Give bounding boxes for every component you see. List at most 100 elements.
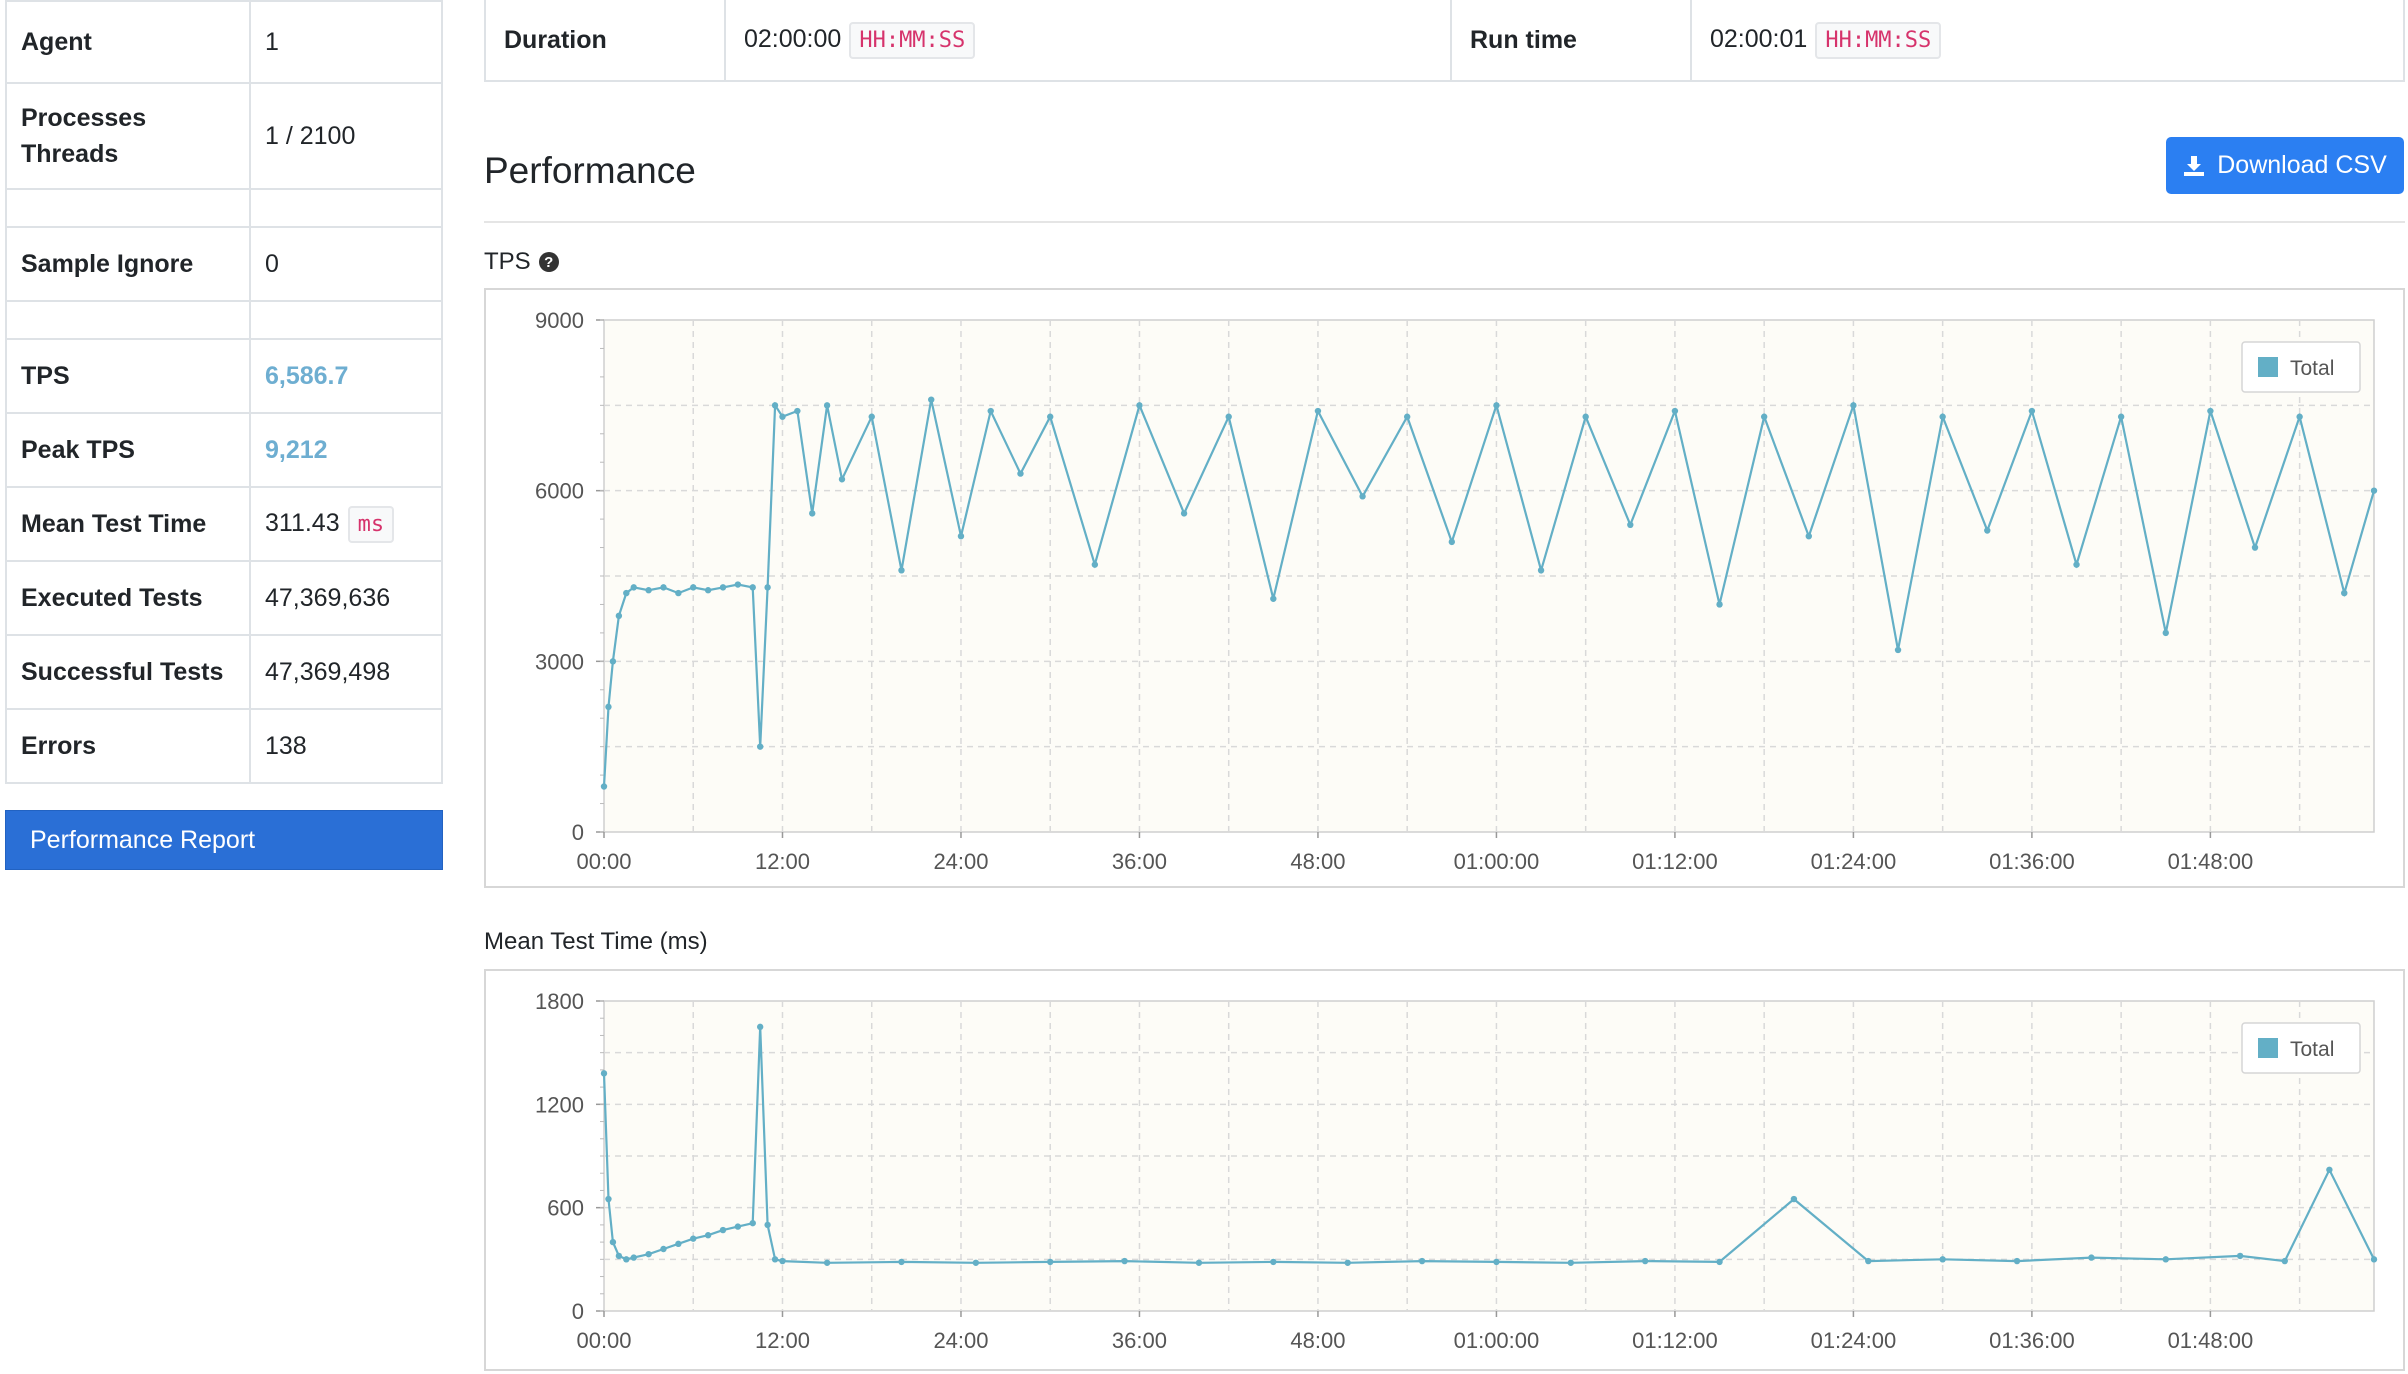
- data-point: [615, 612, 623, 620]
- summary-label: Successful Tests: [5, 634, 251, 710]
- data-point: [609, 658, 617, 665]
- download-csv-button[interactable]: Download CSV: [2166, 137, 2404, 194]
- legend-label: Total: [2290, 1038, 2334, 1061]
- data-point: [2162, 1256, 2169, 1263]
- data-point: [1493, 402, 1500, 409]
- data-point: [2088, 1254, 2095, 1261]
- data-point: [1894, 646, 1902, 654]
- data-point: [645, 1250, 652, 1258]
- x-tick-label: 12:00: [755, 849, 810, 874]
- data-point: [2296, 413, 2303, 420]
- tps-chart-title: TPS: [484, 248, 531, 275]
- x-tick-label: 00:00: [576, 849, 631, 874]
- data-point: [779, 413, 786, 420]
- data-point: [2207, 407, 2214, 415]
- summary-label: Peak TPS: [5, 412, 251, 488]
- data-point: [764, 1221, 771, 1229]
- mean-test-time-chart-title: Mean Test Time (ms): [484, 928, 708, 955]
- data-point: [609, 1238, 617, 1246]
- mean-test-time-chart-heading: Mean Test Time (ms): [484, 928, 708, 956]
- runtime-cell: 02:00:01 HH:MM:SS: [1690, 0, 2405, 82]
- data-point: [1121, 1257, 1128, 1265]
- data-point: [1359, 493, 1366, 500]
- runtime-label: Run time: [1450, 0, 1692, 82]
- data-point: [823, 1259, 831, 1266]
- data-point: [2326, 1166, 2333, 1173]
- data-point: [719, 1226, 727, 1234]
- data-point: [1403, 413, 1411, 420]
- performance-title: Performance: [484, 150, 696, 191]
- divider: [484, 221, 2405, 223]
- summary-value: 0: [249, 226, 443, 302]
- data-point: [898, 1258, 905, 1266]
- download-icon: [2184, 155, 2205, 176]
- runtime-value: 02:00:01: [1710, 24, 1808, 53]
- data-point: [2013, 1257, 2021, 1265]
- summary-value: 311.43 ms: [249, 486, 443, 562]
- y-tick-label: 0: [572, 1299, 584, 1324]
- data-point: [690, 584, 697, 591]
- data-point: [1418, 1257, 1426, 1265]
- x-tick-label: 01:48:00: [2168, 849, 2254, 874]
- data-point: [1047, 1258, 1054, 1266]
- data-point: [1567, 1259, 1575, 1266]
- data-point: [1790, 1195, 1798, 1203]
- summary-spacer: [5, 300, 443, 340]
- data-point: [794, 407, 801, 415]
- data-point: [1865, 1257, 1872, 1265]
- summary-table: Agent 1 Processes Threads 1 / 2100 Sampl…: [5, 0, 443, 784]
- x-tick-label: 01:12:00: [1632, 849, 1718, 874]
- data-point: [1582, 413, 1589, 420]
- data-point: [623, 1256, 630, 1263]
- duration-value: 02:00:00: [744, 24, 842, 53]
- data-point: [1760, 413, 1768, 420]
- summary-row-processes-threads: Processes Threads 1 / 2100: [5, 82, 443, 190]
- data-point: [2028, 407, 2036, 415]
- data-point: [1939, 413, 1946, 420]
- x-tick-label: 01:36:00: [1989, 849, 2075, 874]
- data-point: [1984, 527, 1991, 534]
- data-point: [779, 1257, 786, 1265]
- summary-row-sample-ignore: Sample Ignore 0: [5, 226, 443, 302]
- summary-label: Executed Tests: [5, 560, 251, 636]
- data-point: [645, 587, 652, 594]
- summary-value: 47,369,636: [249, 560, 443, 636]
- data-point: [690, 1235, 697, 1242]
- x-tick-label: 01:24:00: [1811, 849, 1897, 874]
- data-point: [928, 396, 935, 403]
- data-point: [704, 1232, 712, 1239]
- y-tick-label: 3000: [535, 649, 584, 674]
- data-point: [1136, 402, 1143, 409]
- y-tick-label: 1800: [535, 989, 584, 1014]
- data-point: [1805, 532, 1812, 540]
- summary-label: Agent: [5, 0, 251, 84]
- summary-value: 1 / 2100: [249, 82, 443, 190]
- question-circle-icon[interactable]: ?: [538, 252, 559, 272]
- data-point: [1314, 407, 1322, 415]
- data-point: [2162, 629, 2169, 637]
- data-point: [771, 1256, 779, 1263]
- summary-value: 47,369,498: [249, 634, 443, 710]
- data-point: [1091, 561, 1099, 568]
- data-point: [1716, 1258, 1723, 1266]
- summary-value: 1: [249, 0, 443, 84]
- duration-format-badge: HH:MM:SS: [849, 21, 976, 59]
- data-point: [600, 783, 608, 790]
- data-point: [1939, 1256, 1946, 1263]
- summary-value-peak-tps: 9,212: [249, 412, 443, 488]
- data-point: [1047, 413, 1054, 420]
- y-tick-label: 0: [572, 820, 584, 845]
- data-point: [734, 581, 742, 588]
- summary-row-executed-tests: Executed Tests 47,369,636: [5, 560, 443, 636]
- data-point: [2370, 1256, 2378, 1263]
- data-point: [623, 589, 630, 597]
- data-point: [809, 510, 816, 517]
- data-point: [660, 1245, 667, 1253]
- summary-label: TPS: [5, 338, 251, 414]
- summary-label: Sample Ignore: [5, 226, 251, 302]
- download-csv-label: Download CSV: [2217, 151, 2387, 179]
- data-point: [1270, 595, 1277, 602]
- x-tick-label: 01:24:00: [1811, 1328, 1897, 1353]
- performance-report-button[interactable]: Performance Report: [5, 810, 443, 870]
- data-point: [764, 584, 771, 591]
